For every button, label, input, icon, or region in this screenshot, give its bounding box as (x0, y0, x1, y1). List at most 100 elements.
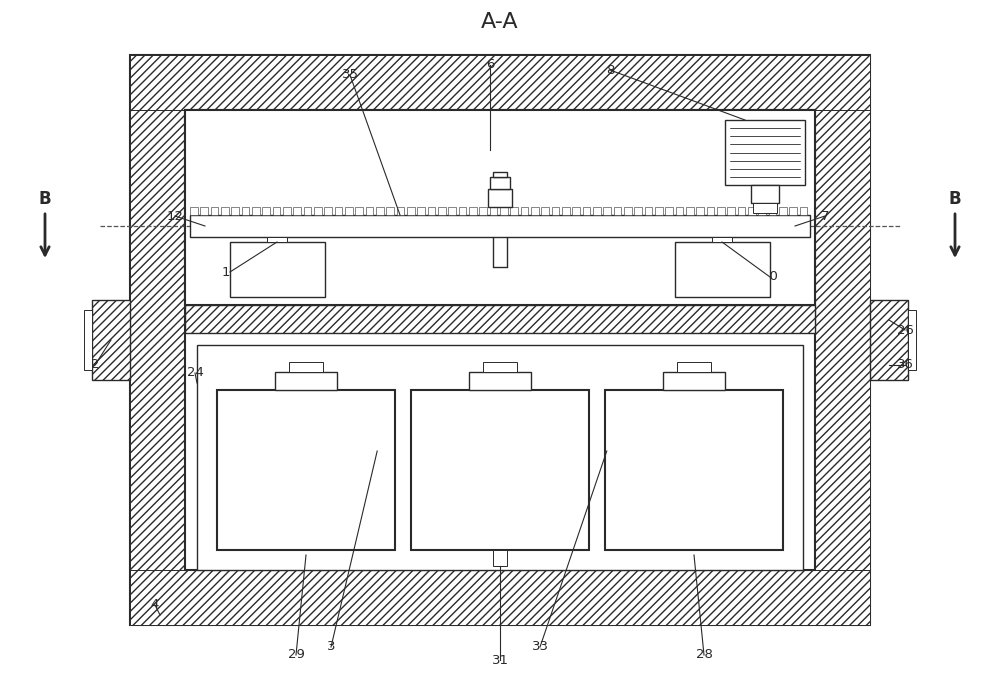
Bar (712, 237, 732, 242)
Bar (675, 242, 770, 297)
Text: B: B (949, 190, 961, 208)
Bar (727, 207, 735, 215)
Bar (605, 390, 783, 550)
Bar (386, 207, 394, 215)
Bar (273, 207, 280, 215)
Bar (190, 215, 810, 237)
Bar (130, 570, 870, 625)
Bar (748, 207, 756, 215)
Bar (428, 207, 435, 215)
Bar (800, 207, 807, 215)
Bar (665, 207, 673, 215)
Bar (230, 242, 325, 297)
Text: 11: 11 (222, 266, 239, 279)
Bar (751, 185, 779, 203)
Text: B: B (39, 190, 51, 208)
Bar (283, 207, 291, 215)
Bar (190, 207, 198, 215)
Bar (275, 372, 337, 390)
Bar (531, 207, 539, 215)
Text: 12: 12 (166, 209, 184, 223)
Bar (221, 207, 229, 215)
Bar (717, 207, 725, 215)
Bar (676, 207, 683, 215)
Bar (815, 110, 870, 570)
Text: 29: 29 (288, 649, 304, 662)
Bar (197, 345, 803, 570)
Bar (335, 207, 342, 215)
Bar (130, 110, 185, 570)
Bar (411, 390, 589, 550)
Bar (789, 207, 797, 215)
Bar (483, 362, 517, 372)
Bar (510, 207, 518, 215)
Bar (490, 207, 497, 215)
Bar (345, 207, 353, 215)
Text: 7: 7 (821, 209, 829, 223)
Bar (725, 120, 805, 185)
Bar (267, 237, 287, 242)
Text: 33: 33 (532, 641, 548, 653)
Bar (376, 207, 384, 215)
Text: A-A: A-A (481, 12, 519, 32)
Text: 36: 36 (897, 359, 913, 371)
Bar (479, 207, 487, 215)
Bar (572, 207, 580, 215)
Bar (92, 300, 130, 380)
Bar (242, 207, 249, 215)
Bar (552, 207, 559, 215)
Bar (686, 207, 694, 215)
Text: 31: 31 (492, 653, 509, 666)
Bar (908, 310, 916, 370)
Bar (469, 207, 477, 215)
Bar (634, 207, 642, 215)
Text: 26: 26 (897, 324, 913, 336)
Bar (304, 207, 311, 215)
Bar (130, 55, 870, 110)
Text: 4: 4 (151, 598, 159, 612)
Bar (677, 362, 711, 372)
Bar (603, 207, 611, 215)
Text: 6: 6 (486, 59, 494, 71)
Bar (758, 207, 766, 215)
Bar (562, 207, 570, 215)
Bar (753, 203, 777, 213)
Bar (252, 207, 260, 215)
Bar (211, 207, 218, 215)
Bar (397, 207, 404, 215)
Text: 2: 2 (91, 359, 99, 371)
Bar (521, 207, 528, 215)
Bar (185, 110, 815, 570)
Bar (84, 310, 92, 370)
Bar (407, 207, 415, 215)
Bar (738, 207, 745, 215)
Text: 3: 3 (327, 641, 335, 653)
Bar (870, 300, 908, 380)
Text: 10: 10 (762, 271, 778, 283)
Bar (614, 207, 621, 215)
Bar (217, 390, 395, 550)
Bar (500, 207, 508, 215)
Bar (185, 305, 815, 333)
Bar (541, 207, 549, 215)
Bar (696, 207, 704, 215)
Bar (438, 207, 446, 215)
Text: 35: 35 (342, 69, 358, 81)
Text: 24: 24 (187, 367, 203, 380)
Bar (488, 189, 512, 207)
Bar (645, 207, 652, 215)
Text: 28: 28 (696, 649, 712, 662)
Bar (293, 207, 301, 215)
Bar (707, 207, 714, 215)
Bar (583, 207, 590, 215)
Bar (448, 207, 456, 215)
Bar (459, 207, 466, 215)
Bar (289, 362, 323, 372)
Bar (655, 207, 663, 215)
Bar (324, 207, 332, 215)
Bar (231, 207, 239, 215)
Bar (200, 207, 208, 215)
Bar (185, 110, 815, 305)
Bar (593, 207, 601, 215)
Bar (314, 207, 322, 215)
